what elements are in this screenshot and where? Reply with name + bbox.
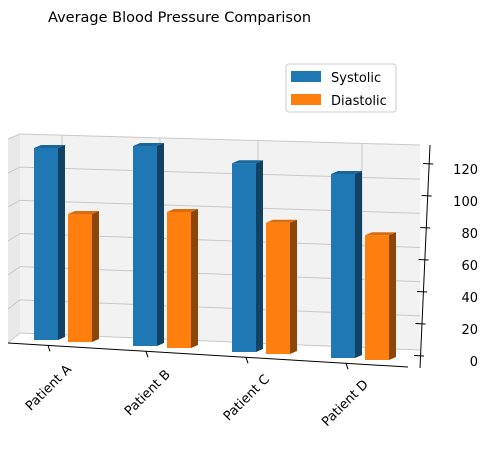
bar-systolic-1 xyxy=(34,145,65,340)
bar-top xyxy=(68,211,99,214)
z-axis-line xyxy=(419,144,431,369)
x-tick-mark xyxy=(47,345,51,352)
bar-top xyxy=(331,171,362,174)
z-tick-mark xyxy=(418,259,429,261)
z-tick-label: 20 xyxy=(461,323,478,338)
x-tick-mark xyxy=(245,357,249,364)
side-grid-line xyxy=(7,199,21,208)
bar-side xyxy=(256,160,263,352)
x-tick-mark xyxy=(145,351,149,358)
bar-side xyxy=(157,143,164,346)
bar-side xyxy=(355,171,362,358)
bar-diastolic-4 xyxy=(365,232,396,360)
z-tick-mark xyxy=(413,355,425,357)
z-tick-mark xyxy=(420,227,431,229)
bar-front xyxy=(365,235,389,360)
bars xyxy=(34,143,396,360)
bar-front xyxy=(68,214,92,342)
side-grid-line xyxy=(7,133,21,140)
z-tick-labels: 0 20 40 60 80 100 120 xyxy=(413,163,478,370)
z-tick-label: 120 xyxy=(453,163,478,178)
bar-top xyxy=(365,232,396,236)
z-tick-mark xyxy=(415,323,426,325)
side-grid-line xyxy=(7,266,21,276)
x-tick-labels: Patient A Patient B Patient C Patient D xyxy=(23,345,372,430)
z-tick-label: 40 xyxy=(461,291,478,306)
bar-side xyxy=(92,211,99,342)
bar-side xyxy=(191,209,198,348)
x-tick-label: Patient D xyxy=(319,377,372,430)
bar-top xyxy=(266,219,297,223)
x-tick-mark xyxy=(345,363,349,370)
bar-side xyxy=(58,145,65,340)
chart-title: Average Blood Pressure Comparison xyxy=(48,10,311,26)
bar-top xyxy=(167,209,198,212)
x-axis-line xyxy=(7,342,409,368)
bar-front xyxy=(34,148,58,340)
bar-front xyxy=(232,163,256,352)
legend-swatch-diastolic xyxy=(291,94,321,105)
z-tick-label: 0 xyxy=(470,355,478,370)
bar-front xyxy=(167,212,191,348)
bar-systolic-4 xyxy=(331,171,362,358)
bar-side xyxy=(290,219,297,354)
z-tick-mark xyxy=(423,163,434,165)
bar-top xyxy=(34,145,65,148)
z-tick-label: 100 xyxy=(453,195,478,210)
legend-label-diastolic: Diastolic xyxy=(331,94,387,109)
legend-label-systolic: Systolic xyxy=(331,71,381,86)
bar-front xyxy=(331,174,355,358)
side-grid-line xyxy=(7,166,21,174)
bar-top xyxy=(232,160,263,164)
z-tick-label: 60 xyxy=(461,259,478,274)
back-pane xyxy=(8,134,420,350)
legend: Systolic Diastolic xyxy=(285,63,397,113)
bar-diastolic-1 xyxy=(68,211,99,342)
side-grid-line xyxy=(7,332,21,344)
side-grid-line xyxy=(7,299,21,310)
bar-top xyxy=(133,143,164,146)
side-wall xyxy=(8,134,20,343)
z-tick-mark xyxy=(421,195,432,197)
x-tick-label: Patient A xyxy=(23,362,75,414)
x-tick-label: Patient B xyxy=(122,367,174,419)
x-tick-label: Patient C xyxy=(221,372,273,424)
bar-systolic-2 xyxy=(133,143,164,346)
bar-diastolic-2 xyxy=(167,209,198,348)
z-tick-label: 80 xyxy=(461,227,478,242)
bar-front xyxy=(133,146,157,346)
grid-line xyxy=(19,133,421,146)
bar-systolic-3 xyxy=(232,160,263,352)
legend-swatch-systolic xyxy=(291,71,321,82)
bar-side xyxy=(389,232,396,360)
bar-diastolic-3 xyxy=(266,219,297,354)
axes xyxy=(7,144,431,369)
z-tick-mark xyxy=(417,291,428,293)
side-grid-line xyxy=(7,233,21,242)
bar-front xyxy=(266,222,290,354)
back-wall xyxy=(20,134,420,350)
